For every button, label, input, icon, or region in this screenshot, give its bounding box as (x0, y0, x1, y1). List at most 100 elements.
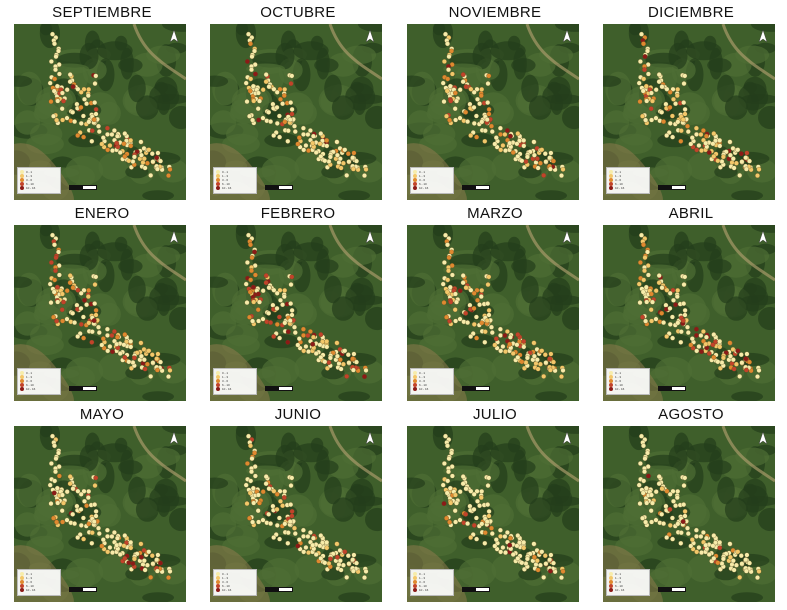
survey-point (454, 299, 459, 305)
survey-point (717, 338, 723, 344)
canopy-texture (717, 275, 735, 304)
survey-point (81, 134, 87, 140)
survey-point (80, 314, 86, 320)
survey-point (515, 332, 521, 338)
survey-point (263, 72, 269, 78)
canopy-texture (758, 105, 775, 130)
survey-point (440, 80, 446, 86)
satellite-map (14, 225, 186, 401)
survey-point (448, 299, 454, 305)
survey-point (640, 515, 645, 521)
survey-point (266, 285, 272, 291)
survey-point (663, 302, 669, 308)
survey-point (166, 374, 171, 380)
survey-point (249, 54, 255, 60)
survey-point (318, 555, 324, 561)
survey-point (64, 288, 70, 294)
survey-point (639, 433, 644, 439)
survey-point (537, 361, 543, 367)
canopy-texture (210, 75, 229, 87)
survey-point (154, 166, 160, 172)
survey-point (452, 307, 458, 313)
survey-point (99, 141, 105, 147)
survey-point (542, 352, 548, 358)
survey-point (510, 150, 516, 155)
legend-swatch (413, 387, 417, 391)
survey-point (285, 128, 291, 134)
legend-swatch (20, 572, 24, 576)
survey-point (711, 533, 717, 539)
survey-point (678, 530, 684, 536)
survey-point (55, 500, 61, 506)
survey-point (699, 349, 704, 355)
survey-point (244, 461, 250, 466)
legend-entry: 1 - 3 (216, 375, 254, 379)
legend-entry: 3 - 6 (20, 580, 58, 584)
survey-point (445, 478, 451, 484)
survey-point (296, 537, 302, 543)
canopy-texture (39, 426, 53, 438)
survey-point (482, 339, 488, 345)
survey-point (449, 473, 455, 479)
survey-point (664, 334, 670, 339)
survey-point (288, 502, 294, 508)
survey-point (310, 535, 316, 541)
survey-point (737, 574, 743, 580)
survey-point (48, 501, 54, 507)
survey-point (531, 554, 537, 560)
survey-point (682, 475, 688, 481)
canopy-texture (423, 123, 456, 146)
survey-point (639, 232, 644, 238)
survey-point (250, 117, 256, 123)
survey-point (474, 335, 480, 341)
survey-point (551, 560, 556, 566)
survey-point (249, 456, 255, 462)
survey-point (167, 166, 173, 172)
canopy-texture (623, 300, 643, 321)
survey-point (278, 96, 283, 102)
survey-point (539, 147, 545, 153)
survey-point (114, 140, 120, 146)
legend-label: 0 - 1 (419, 572, 426, 576)
survey-point (154, 568, 160, 574)
survey-point (47, 482, 53, 488)
survey-point (467, 503, 473, 509)
survey-point (720, 154, 726, 160)
survey-point (484, 519, 490, 525)
survey-point (260, 288, 266, 294)
month-title: MARZO (467, 205, 523, 222)
survey-point (471, 104, 477, 110)
survey-point (493, 135, 499, 141)
survey-point (150, 360, 156, 366)
legend-label: 0 - 1 (222, 371, 229, 375)
survey-point (53, 255, 59, 261)
survey-point (485, 483, 491, 489)
survey-point (681, 282, 687, 288)
survey-point (295, 342, 301, 348)
survey-point (548, 552, 554, 558)
survey-point (717, 539, 723, 545)
survey-point (457, 288, 463, 294)
survey-point (447, 519, 453, 525)
survey-point (642, 268, 647, 274)
canopy-texture (230, 300, 250, 321)
canopy-texture (619, 324, 652, 347)
survey-point (482, 128, 488, 134)
survey-point (650, 500, 655, 506)
survey-point (354, 560, 359, 566)
legend-swatch (413, 383, 417, 387)
canopy-texture (226, 525, 259, 548)
canopy-texture (142, 592, 174, 602)
survey-point (78, 104, 84, 110)
canopy-texture (562, 507, 579, 532)
survey-point (107, 545, 113, 550)
survey-point (730, 156, 736, 162)
legend-entry: 1 - 3 (20, 576, 58, 580)
canopy-texture (507, 437, 521, 453)
survey-point (128, 539, 134, 545)
survey-point (663, 101, 669, 107)
road (328, 225, 382, 282)
survey-point (448, 500, 454, 506)
